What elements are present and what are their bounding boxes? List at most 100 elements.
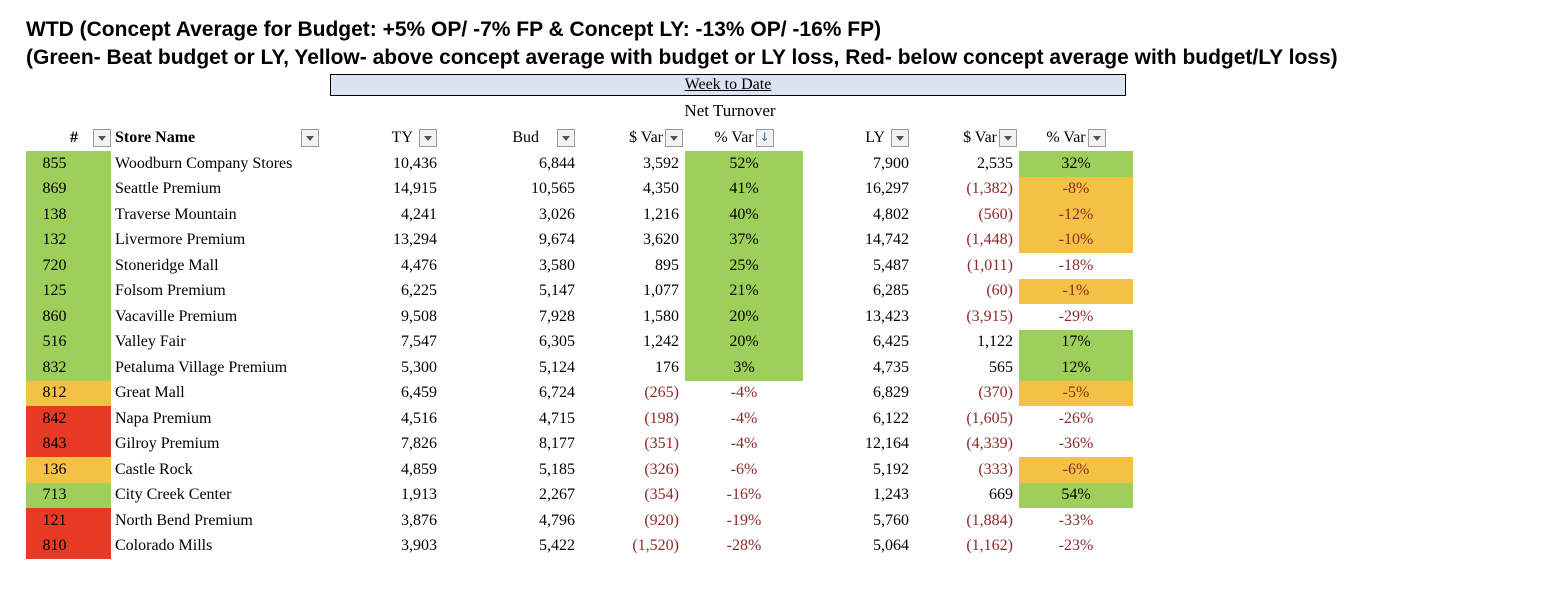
report-title: WTD (Concept Average for Budget: +5% OP/… (26, 18, 882, 41)
dropdown-arrow-icon[interactable] (419, 128, 437, 147)
ly-value: 5,760 (873, 511, 909, 529)
table-row: 869 Seattle Premium 14,915 10,565 4,350 41% 16… (26, 176, 1133, 202)
var-ly-value: (60) (986, 282, 1013, 300)
store-name: Valley Fair (115, 333, 186, 351)
ly-value: 6,285 (873, 282, 909, 300)
table-row: 810 Colorado Mills 3,903 5,422 (1,520) -28% 5,… (26, 533, 1133, 559)
bud-value: 5,422 (539, 537, 575, 555)
store-number: 713 (26, 482, 111, 508)
pct-bud-value: -16% (726, 486, 762, 504)
bud-value: 7,928 (539, 307, 575, 325)
ty-value: 6,459 (401, 384, 437, 402)
week-to-date-banner: Week to Date (330, 74, 1126, 96)
var-ly-value: 565 (989, 358, 1013, 376)
col-header-ty: TY (391, 128, 413, 146)
pct-bud-value: 21% (685, 278, 803, 304)
dropdown-arrow-icon[interactable] (665, 128, 683, 147)
var-ly-value: 2,535 (977, 154, 1013, 172)
store-number: 138 (26, 202, 111, 228)
bud-value: 3,580 (539, 256, 575, 274)
ty-value: 6,225 (401, 282, 437, 300)
store-number: 843 (26, 431, 111, 457)
bud-value: 10,565 (531, 180, 575, 198)
store-number: 136 (26, 457, 111, 483)
var-bud-value: (326) (644, 460, 679, 478)
ty-value: 9,508 (401, 307, 437, 325)
table-row: 843 Gilroy Premium 7,826 8,177 (351) -4% 12,16… (26, 431, 1133, 457)
ty-value: 7,547 (401, 333, 437, 351)
store-name: Colorado Mills (115, 537, 213, 555)
var-bud-value: 1,077 (643, 282, 679, 300)
bud-value: 4,796 (539, 511, 575, 529)
store-name: Napa Premium (115, 409, 212, 427)
pct-ly-value: 54% (1019, 482, 1133, 508)
metric-label: Net Turnover (684, 101, 776, 120)
col-header-ly: LY (865, 128, 885, 146)
pct-bud-value: 20% (685, 304, 803, 330)
ty-value: 10,436 (393, 154, 437, 172)
col-filter-num[interactable] (86, 124, 111, 151)
dropdown-arrow-icon[interactable] (1087, 128, 1106, 147)
var-ly-value: (1,448) (966, 231, 1013, 249)
ly-value: 1,243 (873, 486, 909, 504)
var-bud-value: 1,242 (643, 333, 679, 351)
bud-value: 6,724 (539, 384, 575, 402)
banner-label: Week to Date (684, 76, 772, 93)
bud-value: 3,026 (539, 205, 575, 223)
store-number: 860 (26, 304, 111, 330)
pct-ly-value: -29% (1058, 307, 1094, 325)
store-name: Stoneridge Mall (115, 256, 219, 274)
store-number: 810 (26, 533, 111, 559)
ly-value: 16,297 (865, 180, 909, 198)
store-number: 125 (26, 278, 111, 304)
dropdown-arrow-icon[interactable] (92, 128, 111, 147)
ty-value: 4,516 (401, 409, 437, 427)
table-row: 136 Castle Rock 4,859 5,185 (326) -6% 5,192 (33… (26, 457, 1133, 483)
store-name: Woodburn Company Stores (115, 154, 293, 172)
var-bud-value: 176 (655, 358, 679, 376)
store-name: Livermore Premium (115, 231, 246, 249)
var-bud-value: 4,350 (643, 180, 679, 198)
bud-value: 5,147 (539, 282, 575, 300)
pct-ly-value: -8% (1019, 176, 1133, 202)
table-row: 832 Petaluma Village Premium 5,300 5,124 176… (26, 355, 1133, 381)
col-header-var-ly: $ Var (963, 128, 997, 146)
table-row: 855 Woodburn Company Stores 10,436 6,844 3,5… (26, 151, 1133, 177)
dropdown-arrow-icon[interactable] (301, 128, 319, 147)
var-bud-value: 1,580 (643, 307, 679, 325)
bud-value: 8,177 (539, 435, 575, 453)
store-name: City Creek Center (115, 486, 232, 504)
col-header-store: Store Name (115, 128, 196, 146)
ly-value: 14,742 (865, 231, 909, 249)
dropdown-arrow-icon[interactable] (891, 128, 909, 147)
var-bud-value: 1,216 (643, 205, 679, 223)
col-header-pct-bud: % Var (714, 128, 754, 146)
pct-bud-value: 40% (685, 202, 803, 228)
pct-ly-value: 17% (1019, 329, 1133, 355)
dropdown-arrow-icon[interactable] (557, 128, 575, 147)
pct-bud-value: -28% (726, 537, 762, 555)
col-header-bud: Bud (512, 128, 539, 146)
pct-ly-value: -1% (1019, 278, 1133, 304)
dropdown-arrow-icon[interactable] (999, 128, 1017, 147)
store-name: Traverse Mountain (115, 205, 237, 223)
bud-value: 4,715 (539, 409, 575, 427)
ly-value: 12,164 (865, 435, 909, 453)
store-number: 855 (26, 151, 111, 177)
pct-ly-value: -18% (1058, 256, 1094, 274)
pct-bud-value: 52% (685, 151, 803, 177)
pct-ly-value: -26% (1058, 409, 1094, 427)
table-row: 125 Folsom Premium 6,225 5,147 1,077 21% 6,285… (26, 278, 1133, 304)
var-ly-value: (1,382) (966, 180, 1013, 198)
ly-value: 5,064 (873, 537, 909, 555)
pct-ly-value: -5% (1019, 380, 1133, 406)
sort-descending-icon[interactable] (755, 128, 774, 147)
table-body: 855 Woodburn Company Stores 10,436 6,844 3,5… (26, 151, 1133, 559)
pct-bud-value: -4% (730, 409, 758, 427)
var-ly-value: (560) (978, 205, 1013, 223)
store-name: Gilroy Premium (115, 435, 220, 453)
table-row: 713 City Creek Center 1,913 2,267 (354) -16% 1… (26, 482, 1133, 508)
pct-ly-value: 12% (1019, 355, 1133, 381)
table-row: 132 Livermore Premium 13,294 9,674 3,620 37% 1… (26, 227, 1133, 253)
store-number: 121 (26, 508, 111, 534)
